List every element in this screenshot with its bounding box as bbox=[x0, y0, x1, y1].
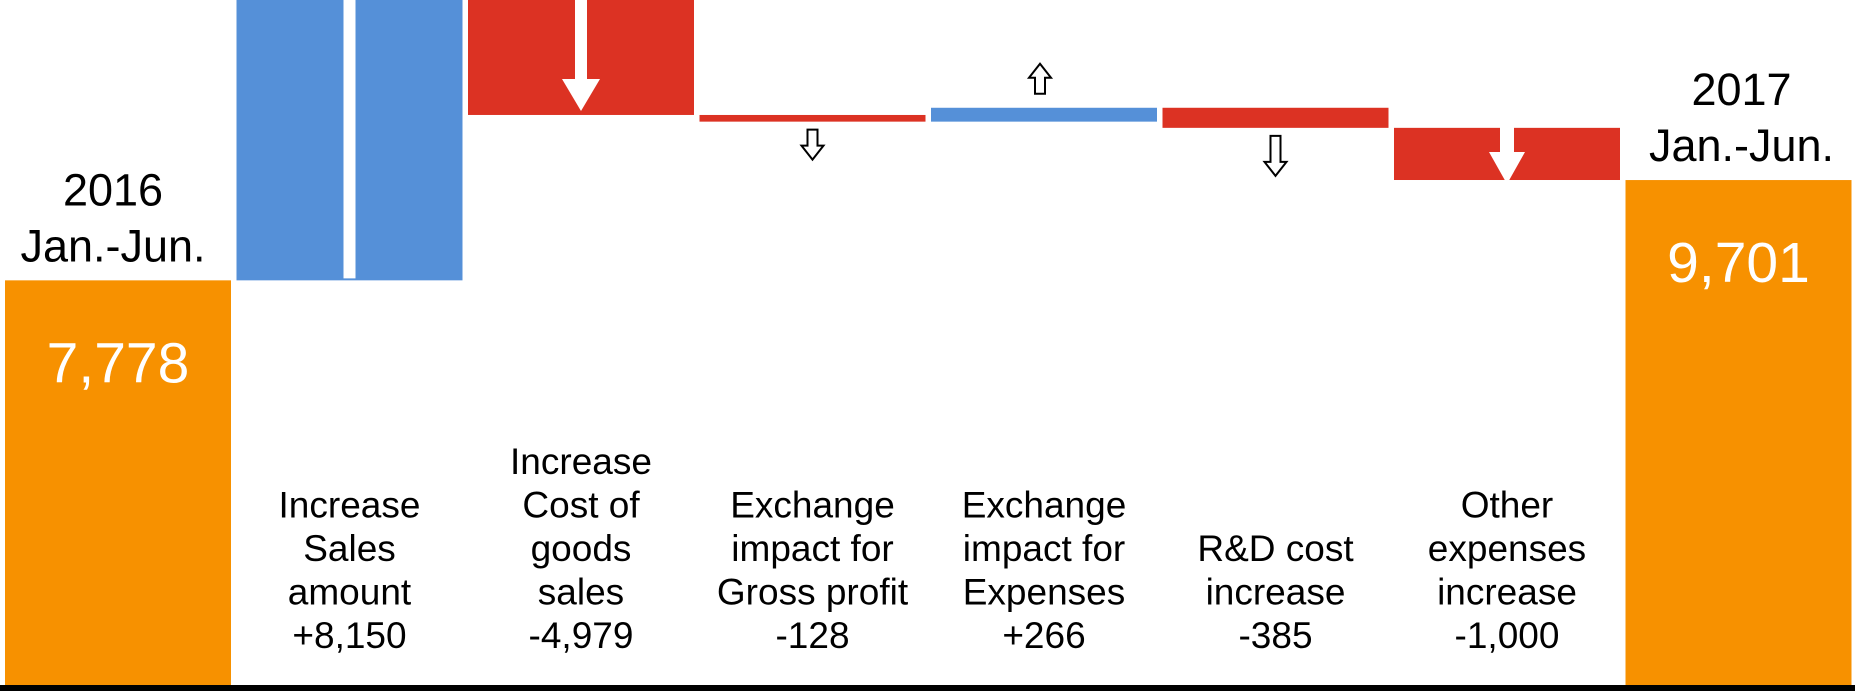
category-label-3-line-2: Cost of bbox=[522, 485, 640, 526]
period-label-1-line-2: Jan.-Jun. bbox=[20, 220, 205, 271]
category-label-2-line-4: +8,150 bbox=[292, 615, 406, 656]
category-label-5-line-3: Expenses bbox=[963, 572, 1126, 613]
arrow-up-5 bbox=[1026, 62, 1054, 95]
arrow-down-3 bbox=[562, 0, 600, 111]
category-label-7-line-3: increase bbox=[1437, 572, 1577, 613]
period-label-8-line-1: 2017 bbox=[1691, 64, 1791, 115]
category-label-5-line-4: +266 bbox=[1002, 615, 1085, 656]
category-label-3-line-4: sales bbox=[538, 572, 624, 613]
category-label-5-line-2: impact for bbox=[963, 528, 1125, 569]
total-value-label-1: 7,778 bbox=[47, 331, 190, 395]
category-label-3-line-1: Increase bbox=[510, 441, 652, 482]
category-label-2-line-3: amount bbox=[288, 572, 412, 613]
arrow-down-4 bbox=[799, 128, 826, 162]
period-label-8-line-2: Jan.-Jun. bbox=[1649, 120, 1834, 171]
arrow-down-7 bbox=[1489, 125, 1525, 185]
category-label-4-line-3: Gross profit bbox=[717, 572, 909, 613]
category-label-2-line-1: Increase bbox=[279, 485, 421, 526]
bar-total-8 bbox=[1625, 180, 1852, 686]
bar-delta-6 bbox=[1162, 107, 1389, 128]
category-label-4-line-2: impact for bbox=[731, 528, 893, 569]
category-label-7-line-4: -1,000 bbox=[1455, 615, 1560, 656]
period-label-1-line-1: 2016 bbox=[63, 164, 163, 215]
arrow-down-6 bbox=[1262, 134, 1289, 178]
category-label-5-line-1: Exchange bbox=[962, 485, 1127, 526]
arrow-up-2 bbox=[343, 0, 356, 279]
category-label-6-line-3: -385 bbox=[1238, 615, 1312, 656]
bar-delta-4 bbox=[699, 114, 926, 122]
category-label-4-line-4: -128 bbox=[775, 615, 849, 656]
category-label-2-line-2: Sales bbox=[303, 528, 396, 569]
bar-delta-5 bbox=[931, 107, 1157, 122]
category-label-4-line-1: Exchange bbox=[730, 485, 895, 526]
bar-total-1 bbox=[5, 280, 231, 686]
category-label-7-line-2: expenses bbox=[1428, 528, 1586, 569]
category-label-3-line-3: goods bbox=[531, 528, 632, 569]
category-label-3-line-5: -4,979 bbox=[529, 615, 634, 656]
category-label-6-line-1: R&D cost bbox=[1197, 528, 1354, 569]
category-label-6-line-2: increase bbox=[1206, 572, 1346, 613]
total-value-label-8: 9,701 bbox=[1667, 231, 1810, 295]
category-label-7-line-1: Other bbox=[1461, 485, 1554, 526]
